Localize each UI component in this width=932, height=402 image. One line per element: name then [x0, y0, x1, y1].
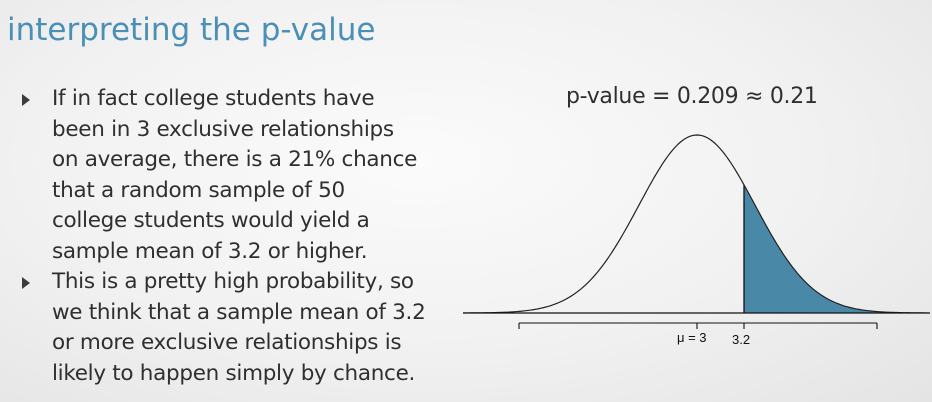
bullet-line: sample mean of 3.2 or higher.	[52, 238, 368, 264]
mean-tick-label: μ = 3	[677, 330, 707, 345]
bullet-line: If in fact college students have	[52, 86, 375, 111]
bullet-item: If in fact college students have been in…	[20, 84, 460, 267]
bullet-text: This is a pretty high probability, so we…	[52, 267, 460, 389]
bullet-line: that a random sample of 50	[52, 177, 345, 203]
observed-tick-label: 3.2	[732, 332, 751, 347]
normal-density-curve	[462, 134, 930, 314]
triangle-bullet-icon	[22, 277, 30, 289]
triangle-bullet-icon	[22, 94, 30, 106]
slide-title: interpreting the p-value	[7, 12, 376, 48]
bullet-line: on average, there is a 21% chance	[52, 147, 418, 172]
bullet-line: college students would yield a	[52, 208, 370, 233]
bullet-line: been in 3 exclusive relationships	[52, 116, 394, 142]
bullet-line: This is a pretty high probability, so	[52, 269, 414, 294]
bullet-text: If in fact college students have been in…	[52, 84, 460, 267]
bullet-list: If in fact college students have been in…	[20, 84, 460, 389]
bullet-line: likely to happen simply by chance.	[52, 360, 416, 386]
bullet-line: or more exclusive relationships is	[52, 330, 402, 355]
p-value-label: p-value = 0.209 ≈ 0.21	[566, 84, 818, 109]
upper-tail-shaded-area	[744, 184, 930, 313]
bullet-item: This is a pretty high probability, so we…	[20, 267, 460, 389]
bullet-line: we think that a sample mean of 3.2	[52, 299, 426, 325]
